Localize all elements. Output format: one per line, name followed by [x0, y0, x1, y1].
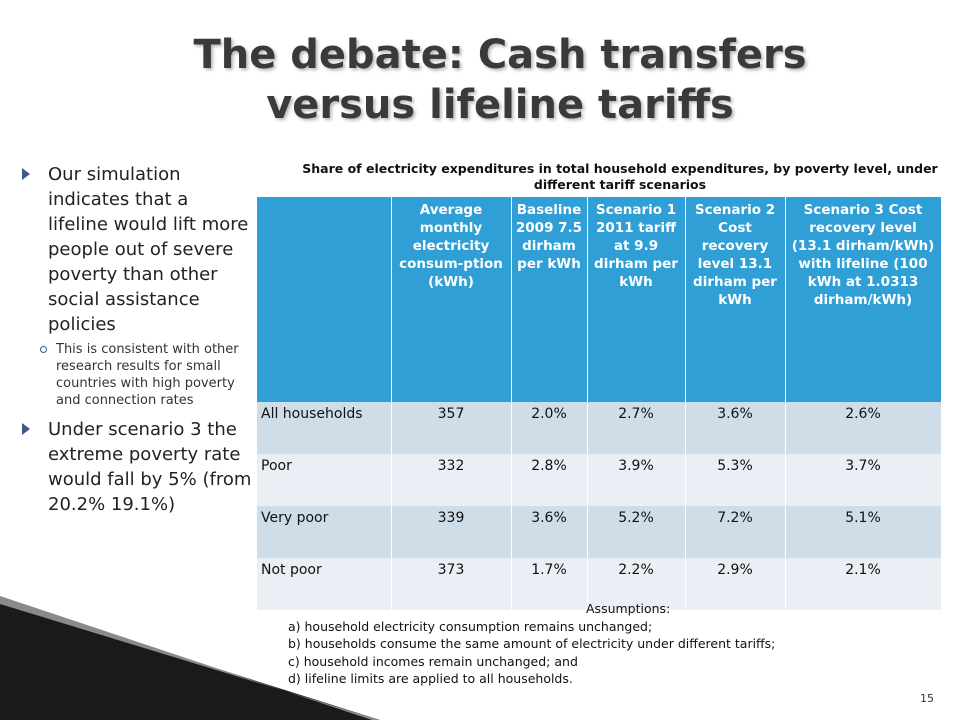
cell-scenario-2: 2.9% [685, 558, 786, 610]
bullet-text: Our simulation indicates that a lifeline… [48, 164, 249, 335]
triangle-bullet-icon [22, 168, 30, 180]
bullet-item: Under scenario 3 the extreme poverty rat… [20, 417, 252, 517]
bullet-item: Our simulation indicates that a lifeline… [20, 162, 252, 337]
cell-scenario-1: 2.7% [587, 402, 686, 454]
header-baseline: Baseline 2009 7.5 dirham per kWh [511, 197, 588, 402]
cell-scenario-2: 7.2% [685, 506, 786, 558]
sub-bullet-text: This is consistent with other research r… [56, 342, 239, 408]
expenditure-table: Average monthly electricity consum-ption… [257, 197, 942, 610]
sub-bullet-item: This is consistent with other research r… [20, 341, 252, 409]
triangle-bullet-icon [22, 423, 30, 435]
assumption-a: a) household electricity consumption rem… [288, 618, 653, 634]
header-scenario-3: Scenario 3 Cost recovery level (13.1 dir… [785, 197, 942, 402]
cell-scenario-3: 3.7% [785, 454, 942, 506]
title-line-1: The debate: Cash transfers [193, 32, 807, 78]
cell-scenario-1: 3.9% [587, 454, 686, 506]
cell-baseline: 3.6% [511, 506, 588, 558]
table-header-row: Average monthly electricity consum-ption… [257, 197, 942, 402]
slide-title: The debate: Cash transfers versus lifeli… [100, 30, 900, 130]
row-label: All households [257, 402, 392, 454]
assumptions-heading: Assumptions: [586, 601, 671, 616]
cell-scenario-1: 2.2% [587, 558, 686, 610]
cell-baseline: 2.8% [511, 454, 588, 506]
cell-avg: 339 [391, 506, 512, 558]
cell-avg: 357 [391, 402, 512, 454]
cell-scenario-3: 2.6% [785, 402, 942, 454]
bullet-text: Under scenario 3 the extreme poverty rat… [48, 419, 252, 515]
cell-scenario-3: 5.1% [785, 506, 942, 558]
assumption-b: b) households consume the same amount of… [288, 636, 776, 651]
cell-scenario-2: 5.3% [685, 454, 786, 506]
table-row: Poor 332 2.8% 3.9% 5.3% 3.7% [257, 454, 942, 506]
cell-baseline: 2.0% [511, 402, 588, 454]
cell-baseline: 1.7% [511, 558, 588, 610]
assumptions-block: Assumptions: a) household electricity co… [288, 600, 948, 688]
cell-scenario-1: 5.2% [587, 506, 686, 558]
cell-scenario-2: 3.6% [685, 402, 786, 454]
header-scenario-1: Scenario 1 2011 tariff at 9.9 dirham per… [587, 197, 686, 402]
cell-avg: 332 [391, 454, 512, 506]
cell-scenario-3: 2.1% [785, 558, 942, 610]
table-row: All households 357 2.0% 2.7% 3.6% 2.6% [257, 402, 942, 454]
cell-avg: 373 [391, 558, 512, 610]
row-label: Poor [257, 454, 392, 506]
ring-bullet-icon [40, 346, 47, 353]
header-avg-consumption: Average monthly electricity consum-ption… [391, 197, 512, 402]
header-blank [257, 197, 392, 402]
assumption-c: c) household incomes remain unchanged; a… [288, 653, 578, 669]
page-number: 15 [920, 692, 934, 705]
table-row: Very poor 339 3.6% 5.2% 7.2% 5.1% [257, 506, 942, 558]
row-label: Very poor [257, 506, 392, 558]
title-line-2: versus lifeline tariffs [266, 82, 734, 128]
bullet-list: Our simulation indicates that a lifeline… [20, 162, 252, 517]
assumption-d: d) lifeline limits are applied to all ho… [288, 671, 573, 686]
header-scenario-2: Scenario 2 Cost recovery level 13.1 dirh… [685, 197, 786, 402]
table-caption: Share of electricity expenditures in tot… [302, 161, 938, 192]
